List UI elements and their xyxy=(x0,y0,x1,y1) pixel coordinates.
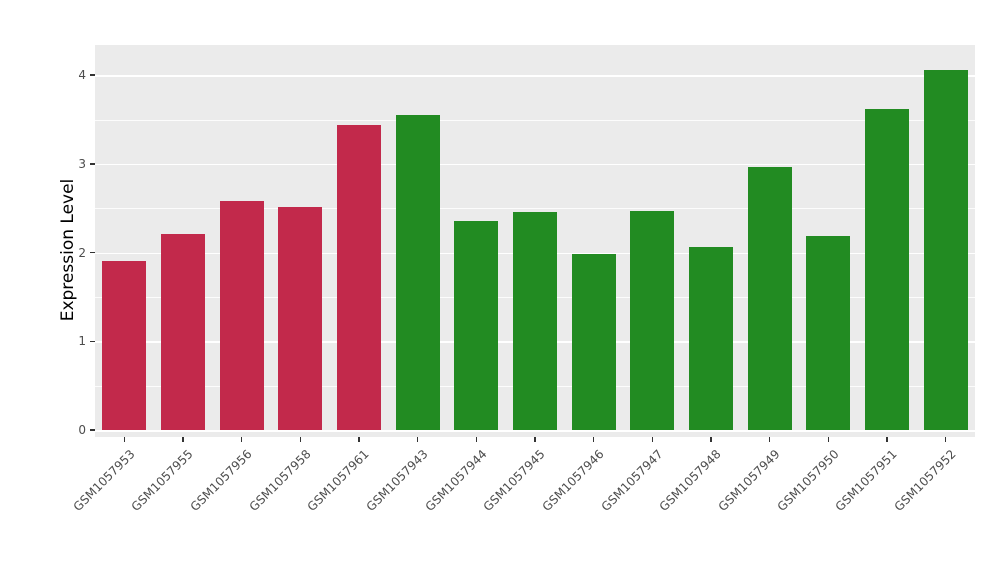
x-tick-mark xyxy=(240,437,243,442)
bar xyxy=(278,207,323,430)
y-tick-label: 1 xyxy=(78,334,86,349)
x-axis-label: GSM1057955 xyxy=(128,447,196,514)
bar xyxy=(923,69,968,430)
x-axis-label: GSM1057951 xyxy=(832,447,900,514)
x-tick-mark xyxy=(710,437,712,442)
bar xyxy=(630,210,675,430)
x-tick-mark xyxy=(827,437,830,442)
x-axis-label: GSM1057958 xyxy=(246,447,314,514)
y-tick-label: 2 xyxy=(78,245,86,260)
y-tick-mark xyxy=(90,429,95,431)
x-axis-label: GSM1057943 xyxy=(363,447,431,514)
y-tick-label: 0 xyxy=(78,423,86,437)
bar xyxy=(395,115,440,430)
x-tick-mark xyxy=(886,437,888,442)
x-axis-label: GSM1057945 xyxy=(480,447,548,514)
y-grid-major xyxy=(95,163,975,166)
bar xyxy=(337,124,381,430)
x-tick-mark xyxy=(299,437,302,442)
x-tick-mark xyxy=(416,437,419,442)
bar xyxy=(161,233,205,430)
y-tick-label: 3 xyxy=(78,156,86,171)
x-tick-mark xyxy=(534,437,536,442)
x-axis-label: GSM1057947 xyxy=(598,447,666,514)
bar xyxy=(571,254,616,430)
x-tick-mark xyxy=(475,437,478,442)
x-axis-label: GSM1057946 xyxy=(539,447,607,514)
x-axis-label: GSM1057948 xyxy=(656,447,724,514)
x-axis-label: GSM1057961 xyxy=(304,447,372,514)
x-tick-mark xyxy=(651,437,654,442)
bar xyxy=(219,201,264,430)
y-tick-mark xyxy=(90,163,95,165)
x-tick-mark xyxy=(123,437,126,442)
y-grid-minor xyxy=(95,208,975,210)
y-tick-label: 4 xyxy=(78,68,86,83)
bar xyxy=(102,261,147,430)
x-tick-mark xyxy=(768,437,771,442)
y-tick-mark xyxy=(90,251,95,254)
y-grid-major xyxy=(95,75,975,77)
x-axis-label: GSM1057953 xyxy=(70,447,138,514)
bar xyxy=(454,220,499,430)
x-tick-mark xyxy=(944,437,947,442)
x-axis-label: GSM1057949 xyxy=(715,447,783,514)
y-tick-mark xyxy=(90,74,95,76)
x-axis-label: GSM1057950 xyxy=(774,447,842,514)
x-tick-mark xyxy=(592,437,595,442)
y-tick-mark xyxy=(90,340,95,343)
x-tick-mark xyxy=(182,437,184,442)
plot-panel xyxy=(95,45,975,437)
bar xyxy=(865,108,909,430)
y-grid-major xyxy=(95,430,975,432)
x-axis-label: GSM1057956 xyxy=(187,447,255,514)
bar xyxy=(747,167,792,430)
x-axis-label: GSM1057944 xyxy=(422,447,490,514)
x-tick-mark xyxy=(358,437,360,442)
bar xyxy=(806,235,851,430)
bar xyxy=(689,247,733,430)
x-axis-label: GSM1057952 xyxy=(891,447,959,514)
bar xyxy=(513,211,557,430)
y-grid-minor xyxy=(95,119,975,121)
